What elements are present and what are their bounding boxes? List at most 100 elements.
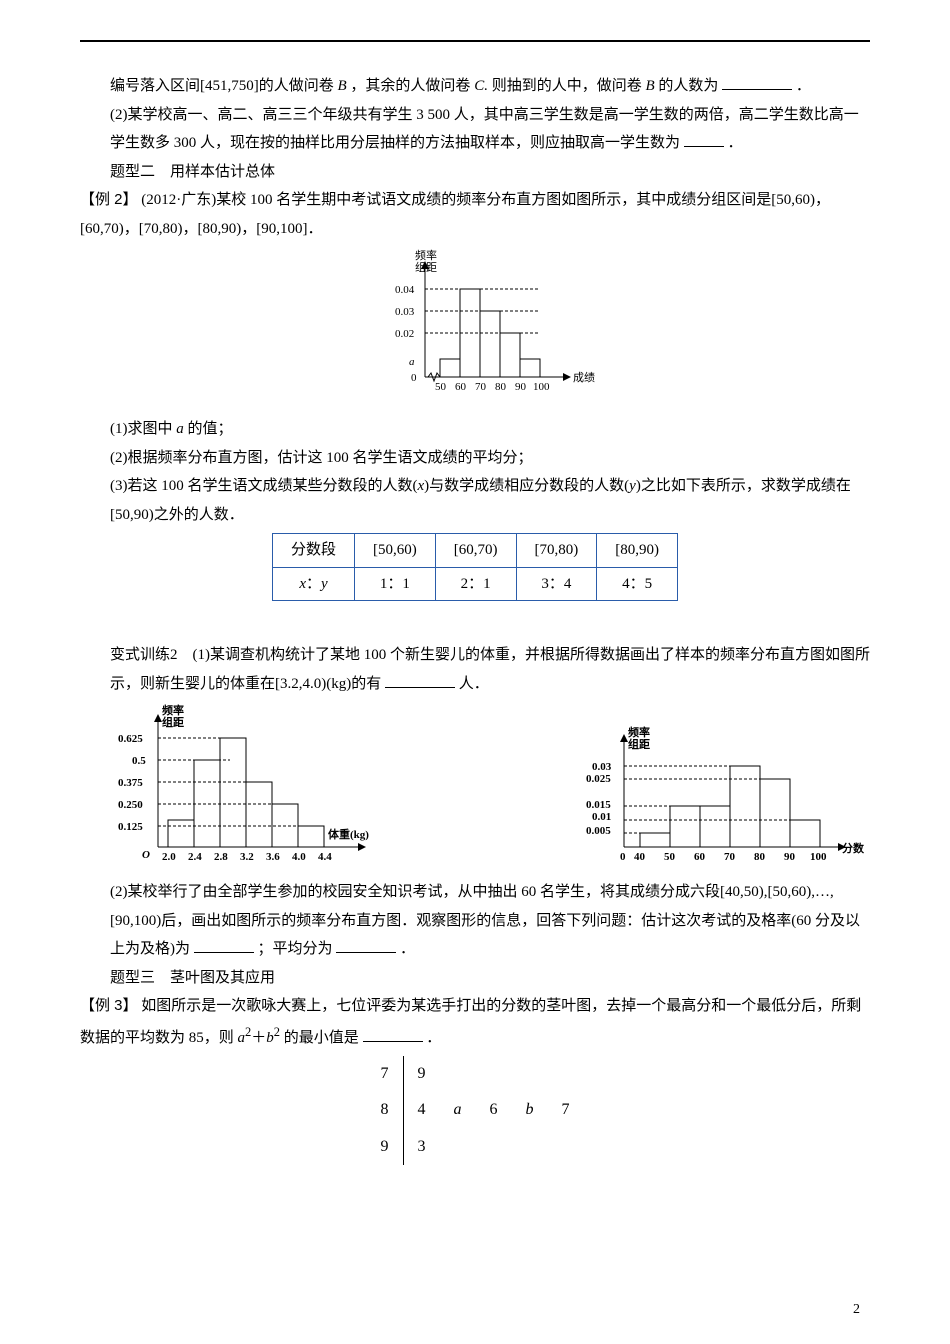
svg-text:90: 90: [784, 851, 796, 863]
stem-leaf-row: 7 9: [367, 1056, 584, 1092]
text: )与数学成绩相应分数段的人数(: [424, 478, 629, 494]
svg-text:体重(kg): 体重(kg): [328, 827, 369, 841]
leaf: 6: [476, 1092, 512, 1128]
text: 编号落入区间[451,750]的人做问卷: [110, 78, 334, 94]
ylabel-top: 频率: [415, 248, 437, 262]
svg-text:3.2: 3.2: [240, 851, 254, 863]
blank: [363, 1027, 423, 1042]
svg-text:0.015: 0.015: [586, 799, 611, 811]
cell: [80,90): [597, 534, 678, 568]
section-3-title: 题型三 茎叶图及其应用: [80, 964, 870, 993]
text: ，其余的人做问卷: [350, 78, 470, 94]
variant-2-2: (2)某校举行了由全部学生参加的校园安全知识考试，从中抽出 60 名学生，将其成…: [80, 878, 870, 964]
arrow-right-icon: [358, 843, 366, 851]
var-C: C.: [474, 78, 488, 94]
svg-text:组距: 组距: [162, 715, 184, 729]
text: 如图所示是一次歌咏大赛上，七位评委为某选手打出的分数的茎叶图，去掉一个最高分和一…: [80, 998, 861, 1046]
stem-leaf-row: 8 4 a 6 b 7: [367, 1092, 584, 1128]
svg-text:0: 0: [620, 851, 626, 863]
svg-text:4.0: 4.0: [292, 851, 306, 863]
table-row: x：y 1：1 2：1 3：4 4：5: [272, 567, 677, 601]
svg-text:0: 0: [411, 372, 417, 384]
histogram-1-svg: 频率 组距 0.04 0.03 0.02 a 0 50 60 70 80 90 …: [355, 247, 595, 407]
sup: 2: [245, 1025, 251, 1039]
svg-text:频率: 频率: [162, 703, 184, 717]
svg-text:0.125: 0.125: [118, 821, 143, 833]
sup: 2: [274, 1025, 280, 1039]
svg-text:70: 70: [724, 851, 736, 863]
text: 变式训练2 (1)某调查机构统计了某地 100 个新生婴儿的体重，并根据所得数据…: [110, 647, 870, 692]
variant-2-1: 变式训练2 (1)某调查机构统计了某地 100 个新生婴儿的体重，并根据所得数据…: [80, 641, 870, 698]
stem-leaf-row: 9 3: [367, 1129, 584, 1165]
leaf: [512, 1129, 548, 1165]
svg-text:50: 50: [435, 381, 447, 393]
spacer: [80, 611, 870, 641]
text: ．: [426, 1030, 441, 1046]
blank: [684, 132, 724, 147]
svg-text:0.04: 0.04: [395, 284, 415, 296]
svg-text:80: 80: [495, 381, 507, 393]
two-charts-row: 频率 组距 0.625 0.5 0.375 0.250 0.125 O 2.0 …: [80, 702, 870, 872]
cell: [60,70): [435, 534, 516, 568]
expr: a: [238, 1030, 246, 1046]
text: (2)根据频率分布直方图，估计这 100 名学生语文成绩的平均分；: [110, 450, 533, 466]
leaf: b: [512, 1092, 548, 1128]
svg-text:成绩: 成绩: [573, 371, 595, 384]
arrow-right-icon: [563, 373, 571, 381]
paragraph-2: (2)某学校高一、高二、高三三个年级共有学生 3 500 人，其中高三学生数是高…: [80, 101, 870, 158]
histogram-3-svg: 频率 组距 0.03 0.025 0.015 0.01 0.005 0 40 5…: [550, 722, 870, 872]
paragraph-1: 编号落入区间[451,750]的人做问卷 B ，其余的人做问卷 C. 则抽到的人…: [80, 72, 870, 101]
leaf: [548, 1056, 584, 1092]
cell: 1：1: [355, 567, 436, 601]
svg-text:50: 50: [664, 851, 676, 863]
text: ；平均分为: [258, 941, 333, 957]
leaf: a: [440, 1092, 476, 1128]
text: 人．: [459, 676, 489, 692]
leaf: [440, 1129, 476, 1165]
text: (2012·广东)某校 100 名学生期中考试语文成绩的频率分布直方图如图所示，…: [80, 192, 830, 237]
arrow-up-icon: [620, 734, 628, 742]
stem: 9: [367, 1129, 404, 1165]
text: 题型二 用样本估计总体: [110, 164, 275, 180]
svg-text:80: 80: [754, 851, 766, 863]
text: ．: [400, 941, 415, 957]
leaf: 4: [403, 1092, 440, 1128]
histogram-2-svg: 频率 组距 0.625 0.5 0.375 0.250 0.125 O 2.0 …: [90, 702, 390, 872]
svg-text:60: 60: [455, 381, 467, 393]
svg-text:100: 100: [810, 851, 827, 863]
period: ．: [796, 78, 811, 94]
text: (3)若这 100 名学生语文成绩某些分数段的人数(: [110, 478, 418, 494]
example-3: 例 3 如图所示是一次歌咏大赛上，七位评委为某选手打出的分数的茎叶图，去掉一个最…: [80, 992, 870, 1052]
blank: [194, 938, 254, 953]
blank: [722, 75, 792, 90]
svg-text:100: 100: [533, 381, 550, 393]
table-row: 分数段 [50,60) [60,70) [70,80) [80,90): [272, 534, 677, 568]
cell: 分数段: [272, 534, 354, 568]
text: 则抽到的人中，做问卷: [492, 78, 642, 94]
text: 的最小值是: [284, 1030, 359, 1046]
svg-text:0.5: 0.5: [132, 755, 146, 767]
ex2-q1: (1)求图中 a 的值；: [80, 415, 870, 444]
cell: [70,80): [516, 534, 597, 568]
stem-leaf-plot: 7 9 8 4 a 6 b 7 9 3: [80, 1056, 870, 1165]
text: 题型三 茎叶图及其应用: [110, 970, 275, 986]
svg-text:90: 90: [515, 381, 527, 393]
var-y: y: [629, 478, 636, 494]
svg-text:0.005: 0.005: [586, 825, 611, 837]
svg-text:2.8: 2.8: [214, 851, 228, 863]
arrow-up-icon: [154, 714, 162, 722]
svg-text:0.375: 0.375: [118, 777, 143, 789]
blank: [385, 673, 455, 688]
text: (1)求图中: [110, 421, 173, 437]
cell: 3：4: [516, 567, 597, 601]
ratio-table: 分数段 [50,60) [60,70) [70,80) [80,90) x：y …: [272, 533, 678, 601]
example-tag: 例 2: [80, 191, 138, 208]
leaf: [476, 1129, 512, 1165]
leaf: 7: [548, 1092, 584, 1128]
cell: 2：1: [435, 567, 516, 601]
var-a: a: [176, 421, 184, 437]
stem: 7: [367, 1056, 404, 1092]
example-2: 例 2 (2012·广东)某校 100 名学生期中考试语文成绩的频率分布直方图如…: [80, 186, 870, 243]
page-number: 2: [853, 1297, 860, 1324]
svg-text:2.0: 2.0: [162, 851, 176, 863]
